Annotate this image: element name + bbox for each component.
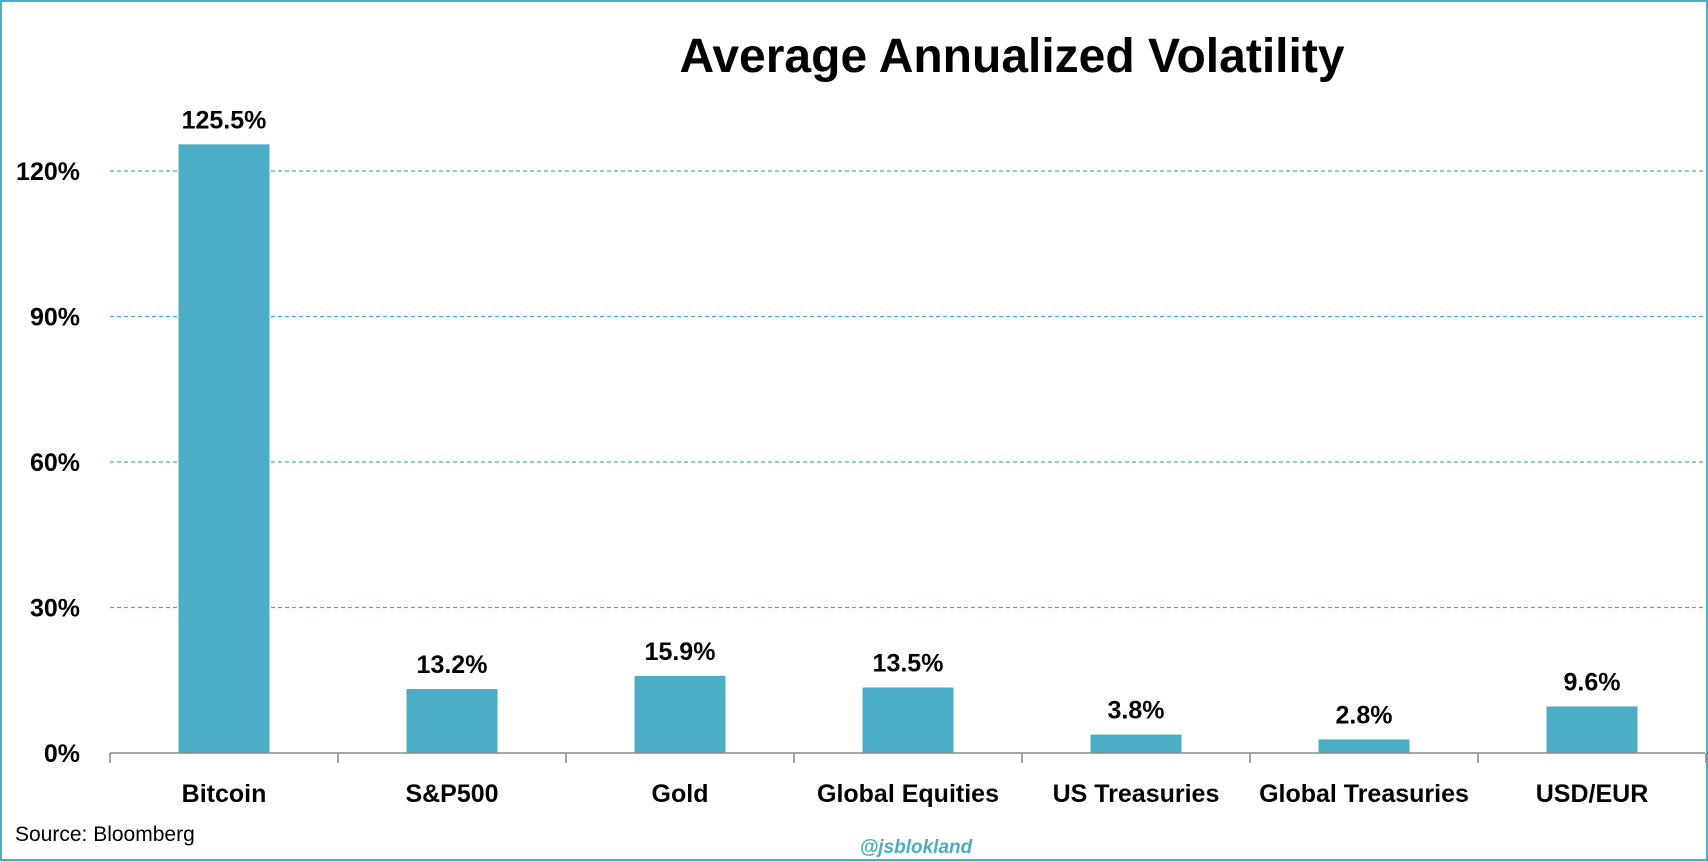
data-label: 9.6% [1564, 668, 1621, 696]
bar [1318, 739, 1410, 753]
chart-title: Average Annualized Volatility [679, 30, 1344, 83]
data-label: 15.9% [645, 638, 716, 666]
author-handle: @jsblokland [860, 837, 973, 858]
x-tick-label: Gold [652, 780, 709, 808]
bar [862, 687, 954, 753]
y-tick-label: 60% [30, 449, 80, 477]
data-label: 3.8% [1108, 697, 1165, 725]
y-tick-label: 90% [30, 304, 80, 332]
data-label: 13.2% [417, 651, 488, 679]
y-tick-label: 120% [16, 158, 80, 186]
x-tick-label: S&P500 [405, 780, 498, 808]
x-tick-label: Global Treasuries [1259, 780, 1469, 808]
bar [178, 144, 270, 753]
x-tick-label: US Treasuries [1053, 780, 1220, 808]
x-tick-label: Bitcoin [182, 780, 267, 808]
data-label: 125.5% [182, 106, 267, 134]
x-tick-label: Global Equities [817, 780, 999, 808]
bar [406, 688, 498, 753]
bar [1090, 734, 1182, 753]
y-tick-label: 30% [30, 595, 80, 623]
bar [1546, 706, 1638, 753]
source-note: Source: Bloomberg [15, 823, 195, 846]
y-tick-label: 0% [44, 740, 80, 768]
data-label: 2.8% [1336, 701, 1393, 729]
bar [634, 675, 726, 753]
x-tick-label: USD/EUR [1536, 780, 1649, 808]
data-label: 13.5% [873, 650, 944, 678]
